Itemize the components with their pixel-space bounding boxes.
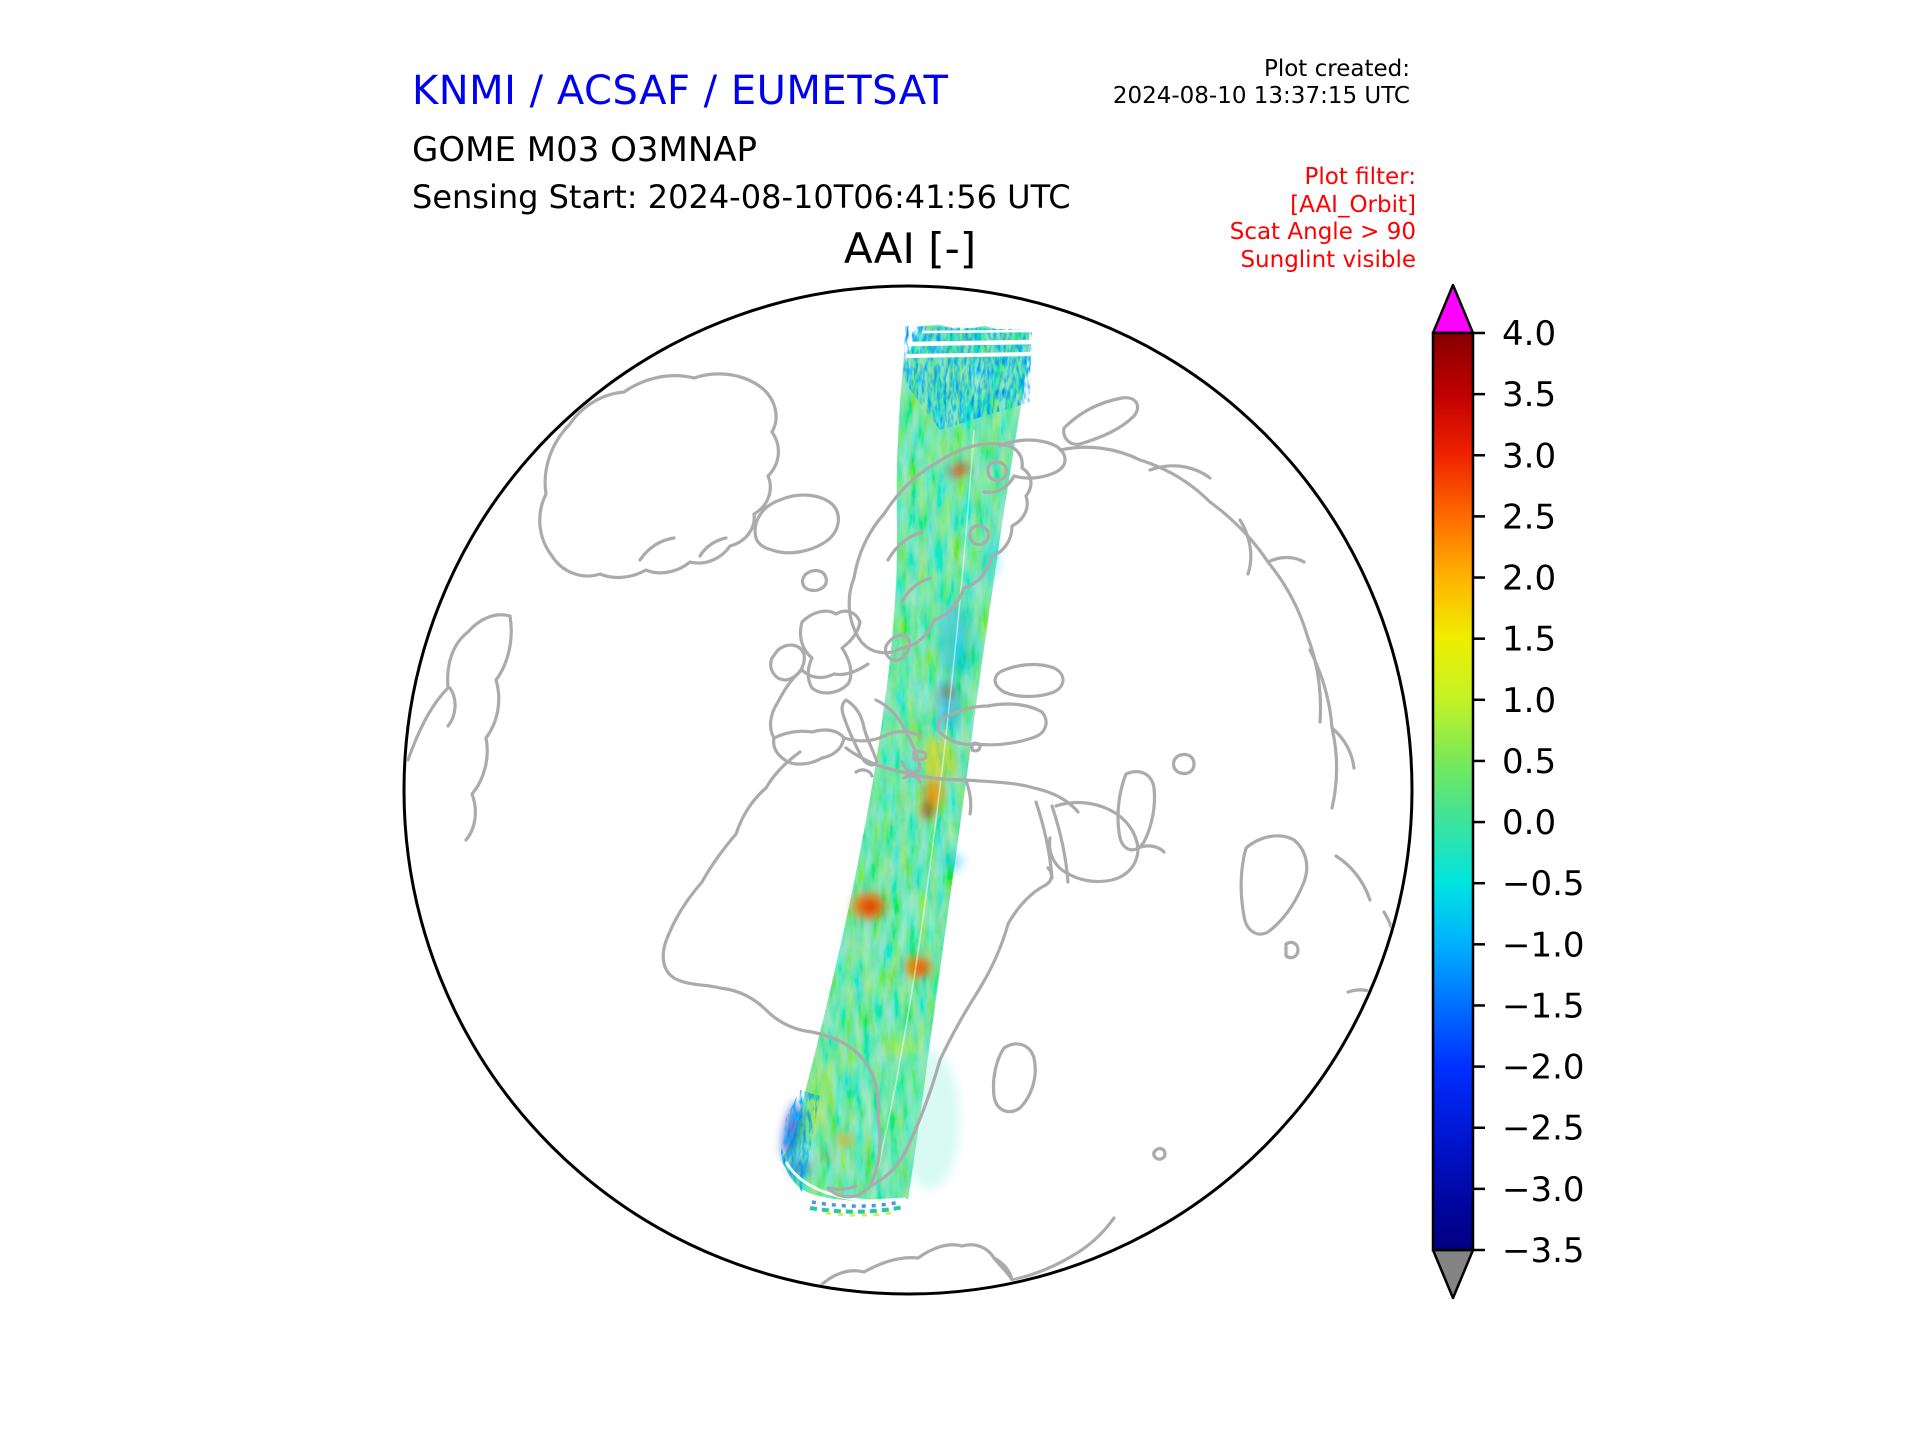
colorbar-ticks <box>1473 331 1485 1252</box>
colorbar-tick-labels: 4.0 3.5 3.0 2.5 2.0 1.5 1.0 0.5 0.0 −0.5 −1.0 −1.5 −… <box>1502 314 1585 1271</box>
colorbar-tick-label: 2.5 <box>1502 497 1556 537</box>
colorbar-under-arrow <box>1431 1248 1475 1300</box>
colorbar-tick-label: −0.5 <box>1502 864 1585 904</box>
coast-mediterranean-north <box>840 698 922 784</box>
coast-iceland <box>753 493 840 592</box>
colorbar-tick-label: 1.5 <box>1502 620 1556 660</box>
coast-kola <box>982 438 1067 494</box>
colorbar-tick-label: −3.0 <box>1502 1170 1585 1210</box>
colorbar-gradient-bar <box>1431 331 1475 1252</box>
coast-north-africa <box>844 746 1080 816</box>
satellite-swath <box>780 325 1035 1217</box>
small-islands <box>912 741 1167 1161</box>
organisation-title: KNMI / ACSAF / EUMETSAT <box>412 68 949 114</box>
colorbar-tick-label: −1.5 <box>1502 986 1585 1026</box>
colorbar-tick-label: 3.5 <box>1502 375 1556 415</box>
colorbar-tick-label: 1.0 <box>1502 681 1556 721</box>
coastlines <box>406 372 1410 1290</box>
coast-arabia <box>1047 800 1166 884</box>
plot-filter-line: Scat Angle > 90 <box>1229 219 1416 245</box>
plot-filter-line: Sunglint visible <box>1240 246 1416 273</box>
coast-anatolia <box>936 702 1048 747</box>
plot-created-label: Plot created: <box>1263 56 1410 82</box>
coast-antarctica <box>816 1216 1116 1290</box>
coast-east-asia <box>1308 648 1356 810</box>
colorbar-tick-label: 4.0 <box>1502 314 1556 354</box>
colorbar-over-arrow <box>1431 283 1475 335</box>
swath-scan-gaps <box>784 329 1035 1203</box>
colorbar-tick-label: 3.0 <box>1502 436 1556 476</box>
plot-created-timestamp: 2024-08-10 13:37:15 UTC <box>1112 83 1410 109</box>
product-title: GOME M03 O3MNAP <box>412 130 758 170</box>
coast-uk-ireland <box>769 609 862 695</box>
colorbar-tick-label: 0.5 <box>1502 742 1556 782</box>
coast-caspian-aral <box>1116 752 1196 852</box>
coast-novaya-zemlya <box>1062 396 1140 446</box>
colorbar-tick-label: 0.0 <box>1502 803 1556 843</box>
globe-outline <box>402 284 1414 1296</box>
colorbar-tick-label: 2.0 <box>1502 559 1556 599</box>
coast-siberia <box>1058 445 1323 724</box>
globe <box>402 284 1414 1296</box>
coast-greenland <box>538 372 780 580</box>
coast-india <box>1239 834 1309 960</box>
colorbar-tick-label: −2.0 <box>1502 1048 1585 1088</box>
lakes <box>968 460 1008 546</box>
coast-black-sea <box>993 662 1065 699</box>
sensing-start: Sensing Start: 2024-08-10T06:41:56 UTC <box>412 178 1071 216</box>
swath-trailing-scans <box>809 1200 904 1217</box>
colorbar-tick-label: −1.0 <box>1502 925 1585 965</box>
coast-west-europe <box>768 662 870 740</box>
map-title: AAI [-] <box>843 224 977 273</box>
coast-iberia <box>772 728 846 766</box>
plot-filter-block: Plot filter: [AAI_Orbit] Scat Angle > 90… <box>1230 164 1416 274</box>
coast-scandinavia <box>847 442 1033 655</box>
plot-created-block: Plot created: 2024-08-10 13:37:15 UTC <box>1113 56 1410 110</box>
colorbar: 4.0 3.5 3.0 2.5 2.0 1.5 1.0 0.5 0.0 −0.5 −1.0 −1.5 −… <box>1431 283 1585 1300</box>
coast-madagascar <box>991 1042 1037 1114</box>
colorbar-tick-label: −2.5 <box>1502 1109 1585 1149</box>
coast-denmark <box>884 633 912 662</box>
plot-filter-line: Plot filter: <box>1304 164 1416 190</box>
colorbar-tick-label: −3.5 <box>1502 1231 1585 1271</box>
coast-north-america <box>406 613 513 842</box>
plot-filter-line: [AAI_Orbit] <box>1290 191 1416 218</box>
coast-africa <box>661 750 1054 1199</box>
